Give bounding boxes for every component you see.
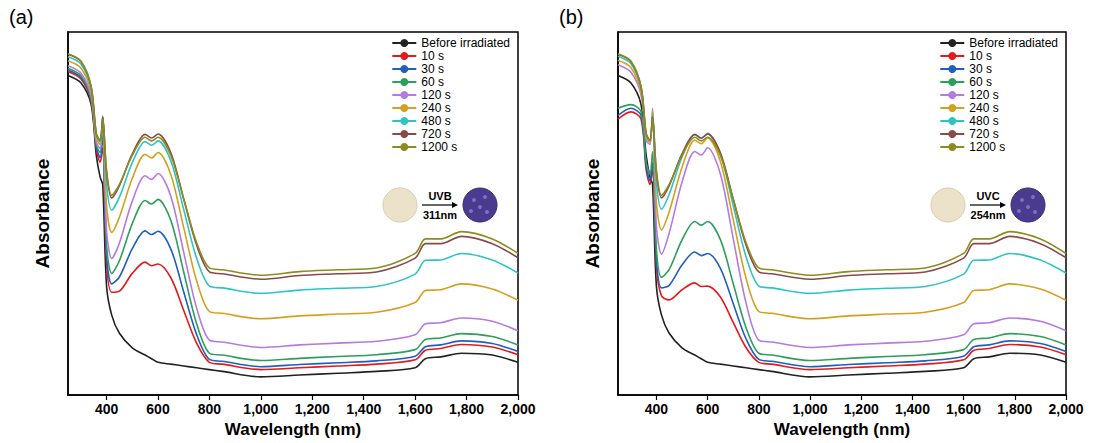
svg-text:600: 600	[146, 401, 170, 417]
svg-text:Wavelength (nm): Wavelength (nm)	[774, 420, 910, 439]
svg-text:1,000: 1,000	[243, 401, 278, 417]
svg-text:UVB: UVB	[428, 190, 451, 202]
svg-text:60 s: 60 s	[421, 75, 444, 89]
svg-text:60 s: 60 s	[969, 75, 992, 89]
svg-text:2,000: 2,000	[1048, 401, 1083, 417]
svg-text:30 s: 30 s	[969, 62, 992, 76]
svg-text:400: 400	[645, 401, 669, 417]
svg-text:Before irradiated: Before irradiated	[969, 36, 1058, 50]
svg-text:Absorbance: Absorbance	[582, 159, 603, 269]
svg-text:1,800: 1,800	[449, 401, 484, 417]
svg-text:480 s: 480 s	[421, 114, 450, 128]
svg-text:Before irradiated: Before irradiated	[421, 36, 510, 50]
svg-text:800: 800	[747, 401, 771, 417]
svg-text:2,000: 2,000	[500, 401, 535, 417]
svg-text:800: 800	[198, 401, 222, 417]
svg-text:1,600: 1,600	[398, 401, 433, 417]
svg-text:10 s: 10 s	[969, 49, 992, 63]
svg-text:30 s: 30 s	[421, 62, 444, 76]
svg-text:UVC: UVC	[976, 190, 999, 202]
svg-text:1,800: 1,800	[997, 401, 1032, 417]
svg-text:(b): (b)	[559, 6, 583, 28]
svg-text:720 s: 720 s	[969, 127, 998, 141]
svg-text:480 s: 480 s	[969, 114, 998, 128]
svg-text:1200 s: 1200 s	[421, 140, 457, 154]
svg-text:1200 s: 1200 s	[969, 140, 1005, 154]
svg-text:311nm: 311nm	[423, 209, 457, 221]
svg-text:1,200: 1,200	[295, 401, 330, 417]
svg-text:120 s: 120 s	[969, 88, 998, 102]
svg-text:Wavelength (nm): Wavelength (nm)	[225, 420, 361, 439]
svg-text:1,400: 1,400	[346, 401, 381, 417]
svg-text:240 s: 240 s	[421, 101, 450, 115]
svg-text:(a): (a)	[9, 6, 33, 28]
svg-text:1,600: 1,600	[946, 401, 981, 417]
svg-text:720 s: 720 s	[421, 127, 450, 141]
svg-text:1,400: 1,400	[895, 401, 930, 417]
svg-text:600: 600	[696, 401, 720, 417]
svg-text:Absorbance: Absorbance	[32, 159, 53, 269]
svg-text:10 s: 10 s	[421, 49, 444, 63]
svg-text:120 s: 120 s	[421, 88, 450, 102]
svg-text:1,200: 1,200	[844, 401, 879, 417]
svg-text:1,000: 1,000	[792, 401, 827, 417]
svg-text:240 s: 240 s	[969, 101, 998, 115]
svg-text:400: 400	[95, 401, 119, 417]
svg-text:254nm: 254nm	[971, 209, 1006, 221]
